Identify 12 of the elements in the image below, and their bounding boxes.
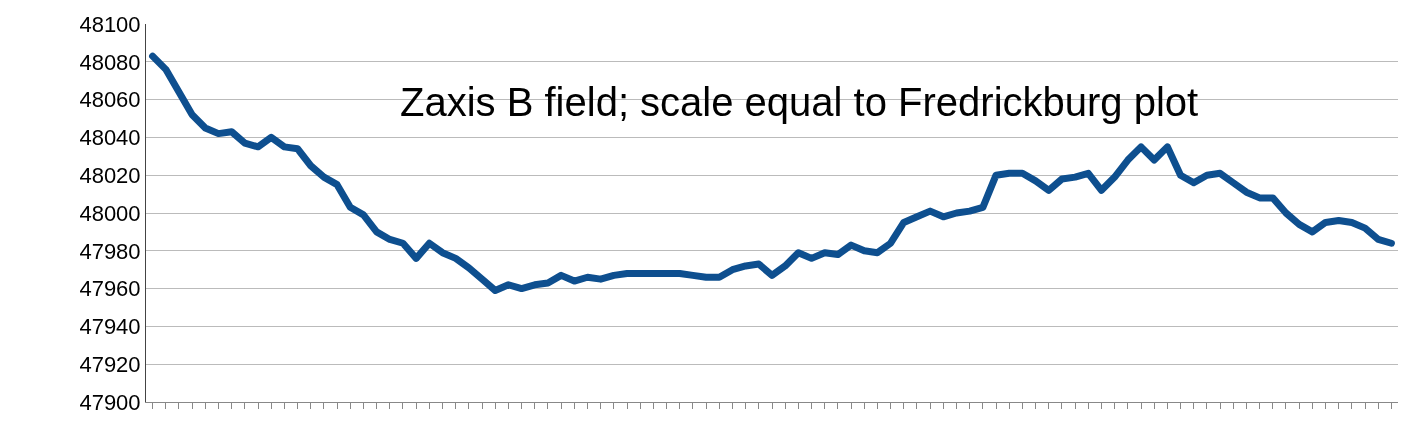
y-tick-label: 48020 xyxy=(79,162,141,188)
y-tick-label: 48000 xyxy=(79,200,141,226)
y-tick-label: 48060 xyxy=(79,87,141,113)
y-tick-label: 47920 xyxy=(79,351,141,377)
y-tick-label: 47900 xyxy=(79,389,141,415)
y-tick-label: 48080 xyxy=(79,49,141,75)
y-tick-label: 47940 xyxy=(79,314,141,340)
y-tick-label: 47980 xyxy=(79,238,141,264)
y-tick-label: 48040 xyxy=(79,125,141,151)
text: Zaxis B field; scale equal to Fredrickburg plot xyxy=(400,80,1199,125)
y-tick-label: 48100 xyxy=(79,11,141,37)
y-tick-label: 47960 xyxy=(79,276,141,302)
